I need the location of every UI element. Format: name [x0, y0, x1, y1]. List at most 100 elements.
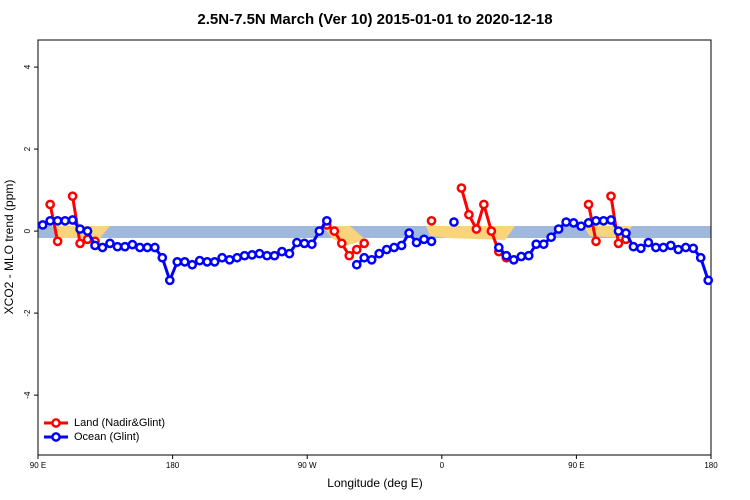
data-point — [456, 183, 467, 193]
data-point — [695, 252, 706, 263]
data-point — [531, 239, 542, 250]
data-point — [127, 239, 138, 250]
data-point — [329, 226, 340, 236]
data-point — [135, 242, 145, 253]
x-tick-label: 90 W — [298, 461, 317, 470]
data-point — [516, 251, 527, 262]
x-axis-label: Longitude (deg E) — [327, 476, 422, 490]
data-point — [449, 217, 459, 227]
data-point — [299, 238, 310, 249]
data-point — [247, 250, 257, 260]
data-point — [359, 238, 370, 249]
data-point — [366, 254, 377, 265]
data-point — [142, 242, 153, 253]
data-point — [471, 224, 482, 234]
data-point — [277, 246, 287, 257]
data-point — [419, 234, 429, 245]
data-point — [546, 232, 557, 243]
data-point — [120, 241, 130, 252]
data-point — [501, 250, 512, 261]
data-point — [486, 226, 497, 236]
data-point — [396, 240, 407, 251]
data-point — [538, 239, 549, 250]
data-point — [561, 217, 571, 227]
plot-frame — [37, 39, 712, 456]
legend-label: Ocean (Glint) — [74, 431, 139, 443]
data-point — [97, 242, 108, 253]
data-point — [479, 199, 489, 210]
x-tick-label: 90 E — [568, 461, 584, 470]
data-point — [606, 215, 616, 225]
data-point — [508, 254, 519, 265]
x-tick-label: 0 — [440, 461, 445, 470]
data-point — [389, 242, 399, 253]
data-point — [239, 250, 250, 261]
y-tick-label: -2 — [23, 309, 32, 317]
data-point — [351, 244, 362, 255]
data-point — [464, 209, 474, 220]
x-tick-label: 180 — [166, 461, 180, 470]
y-tick-label: 0 — [23, 228, 32, 233]
data-point — [643, 237, 654, 248]
data-point — [67, 191, 78, 202]
legend-label: Land (Nadir&Glint) — [74, 417, 165, 429]
data-point — [344, 250, 355, 261]
data-point — [658, 242, 669, 253]
data-point — [381, 244, 392, 255]
data-point — [292, 237, 302, 248]
data-point — [75, 238, 85, 249]
data-point — [284, 248, 295, 259]
data-point — [411, 237, 422, 248]
data-point — [157, 252, 168, 263]
data-point — [37, 220, 48, 230]
data-point — [52, 215, 63, 226]
data-point — [232, 252, 242, 263]
data-point — [217, 252, 227, 263]
data-point — [202, 257, 213, 267]
data-point — [179, 257, 190, 267]
data-point — [209, 257, 220, 267]
data-point — [90, 240, 100, 251]
y-tick-label: 2 — [23, 146, 32, 151]
data-point — [164, 275, 175, 286]
data-point — [60, 215, 70, 226]
data-point — [426, 215, 437, 226]
data-point — [67, 215, 78, 225]
data-point — [314, 226, 325, 236]
data-point — [172, 257, 183, 267]
data-point — [254, 248, 265, 259]
legend: Land (Nadir&Glint) Ocean (Glint) — [44, 417, 165, 443]
data-point — [336, 238, 347, 249]
data-point — [307, 239, 317, 250]
data-point — [591, 215, 601, 226]
data-point — [224, 254, 235, 265]
data-point — [359, 252, 370, 263]
data-point — [194, 255, 205, 266]
data-point — [613, 226, 624, 236]
data-point — [703, 275, 714, 286]
x-tick-label: 180 — [704, 461, 718, 470]
y-tick-label: 4 — [23, 64, 32, 69]
data-point — [621, 228, 631, 238]
ocean-band — [38, 226, 711, 238]
data-point — [149, 242, 160, 253]
data-point — [187, 259, 198, 270]
data-point — [269, 250, 280, 261]
data-point — [568, 218, 579, 228]
data-point — [112, 241, 123, 252]
data-point — [52, 236, 63, 247]
y-axis-label: XCO2 - MLO trend (ppm) — [2, 180, 16, 315]
chart-title: 2.5N-7.5N March (Ver 10) 2015-01-01 to 2… — [197, 11, 552, 28]
data-point — [426, 236, 437, 247]
data-point — [45, 199, 56, 210]
data-point — [321, 215, 332, 226]
data-point — [651, 242, 661, 253]
data-point — [628, 241, 639, 252]
legend-marker — [51, 418, 61, 428]
data-point — [598, 215, 609, 226]
data-point — [673, 244, 684, 255]
data-point — [105, 238, 115, 249]
data-point — [262, 250, 272, 261]
data-point — [680, 242, 691, 253]
